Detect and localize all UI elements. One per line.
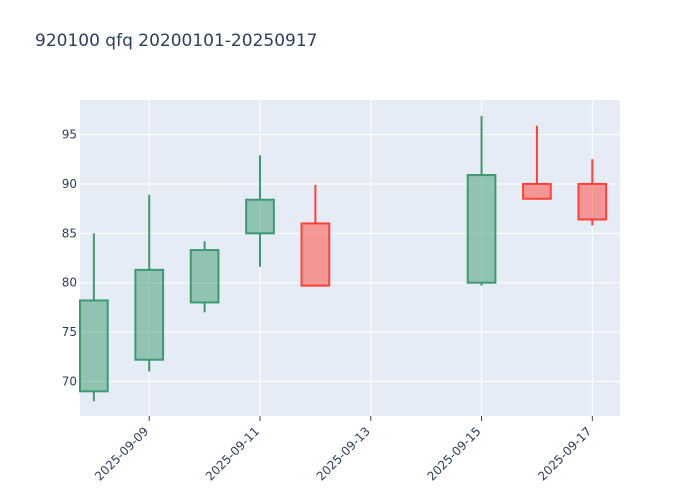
y-tick-label: 70 [62,374,77,388]
candle-2025-09-10[interactable] [191,241,219,312]
y-tick-label: 85 [62,226,77,240]
y-axis: 70 75 80 85 90 95 [62,128,77,389]
x-tick-label: 2025-09-17 [535,424,594,483]
candle-body [523,184,551,199]
x-tick-label: 2025-09-13 [314,424,373,483]
x-axis: 2025-09-09 2025-09-11 2025-09-13 2025-09-15… [92,416,594,483]
y-tick-label: 90 [62,177,77,191]
candle-body [80,300,108,391]
candle-body [135,270,163,360]
x-tick-label: 2025-09-09 [92,424,151,483]
candle-body [246,200,274,234]
candle-body [302,223,330,285]
candle-body [468,175,496,283]
y-tick-label: 80 [62,276,77,290]
x-tick-label: 2025-09-15 [424,424,483,483]
candle-body [191,250,219,302]
candle-body [578,184,606,220]
y-tick-label: 95 [62,128,77,142]
x-tick-label: 2025-09-11 [203,424,262,483]
plot-background [80,100,620,416]
y-tick-label: 75 [62,325,77,339]
